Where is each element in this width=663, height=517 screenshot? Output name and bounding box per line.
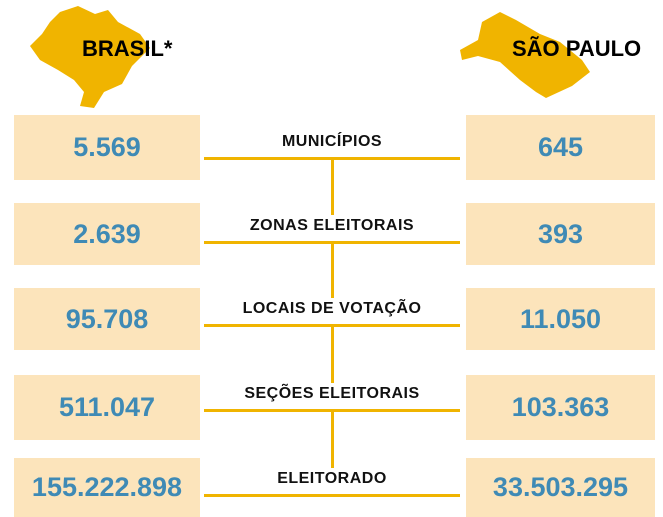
row-label: LOCAIS DE VOTAÇÃO	[242, 300, 422, 317]
sao-paulo-value: 11.050	[466, 288, 655, 350]
brasil-value: 2.639	[14, 203, 200, 265]
connector-vertical	[331, 324, 334, 383]
brasil-value: 5.569	[14, 115, 200, 180]
connector-vertical	[331, 409, 334, 468]
row-label: ZONAS ELEITORAIS	[249, 217, 415, 234]
brasil-value: 511.047	[14, 375, 200, 440]
brasil-value: 95.708	[14, 288, 200, 350]
left-title: BRASIL*	[82, 36, 173, 61]
brasil-map	[30, 6, 150, 108]
brasil-value: 155.222.898	[14, 458, 200, 517]
row-label: MUNICÍPIOS	[281, 133, 383, 150]
connector-vertical	[331, 157, 334, 215]
maps	[30, 6, 590, 108]
connector-line	[204, 494, 460, 497]
row-label: SEÇÕES ELEITORAIS	[244, 385, 420, 402]
sao-paulo-map	[460, 12, 590, 98]
sao-paulo-value: 393	[466, 203, 655, 265]
sao-paulo-value: 645	[466, 115, 655, 180]
right-title: SÃO PAULO	[512, 36, 642, 61]
sao-paulo-value: 33.503.295	[466, 458, 655, 517]
sao-paulo-value: 103.363	[466, 375, 655, 440]
row-label: ELEITORADO	[277, 470, 387, 487]
connector-vertical	[331, 241, 334, 298]
